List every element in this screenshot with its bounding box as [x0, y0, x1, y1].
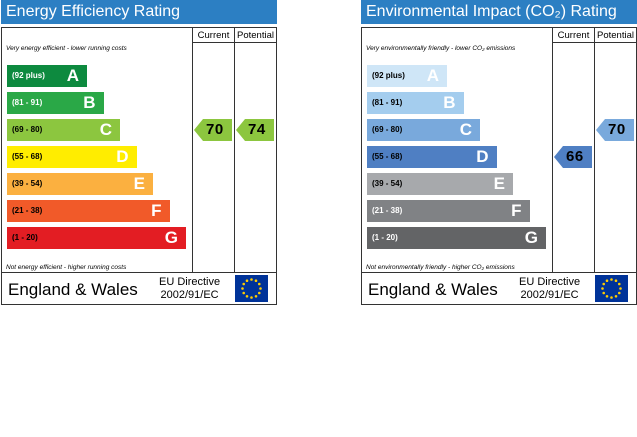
band-range-label: (81 - 91): [372, 98, 403, 107]
band-range-label: (92 plus): [372, 71, 405, 80]
rating-band-d: (55 - 68) D: [7, 146, 137, 168]
current-rating-marker: 66: [554, 146, 592, 168]
bottom-note: Not energy efficient - higher running co…: [6, 264, 127, 271]
eu-flag-icon: [595, 275, 628, 302]
panel-title: Energy Efficiency Rating: [1, 0, 277, 24]
band-letter: C: [459, 120, 472, 139]
current-column-header: Current: [557, 30, 590, 41]
band-letter: A: [66, 66, 79, 85]
top-note: Very environmentally friendly - lower CO…: [366, 45, 516, 52]
bottom-note: Not environmentally friendly - higher CO…: [366, 264, 515, 271]
band-letter: B: [443, 93, 456, 112]
rating-band-a: (92 plus) A: [367, 65, 447, 87]
directive-line1: EU Directive: [159, 276, 221, 288]
column-divider: [552, 28, 553, 272]
current-column-header: Current: [197, 30, 230, 41]
band-letter: D: [476, 147, 489, 166]
band-letter: F: [511, 201, 522, 220]
rating-band-c: (69 - 80) C: [367, 119, 480, 141]
potential-rating-marker: 70: [596, 119, 634, 141]
region-label: England & Wales: [368, 280, 498, 299]
band-letter: F: [151, 201, 162, 220]
band-letter: G: [164, 228, 178, 247]
rating-frame: Current Potential Very environmentally f…: [361, 27, 637, 305]
header-divider: [192, 42, 276, 43]
rating-band-b: (81 - 91) B: [7, 92, 104, 114]
column-divider: [192, 28, 193, 272]
potential-rating-value: 70: [608, 121, 626, 138]
rating-band-e: (39 - 54) E: [7, 173, 153, 195]
band-range-label: (55 - 68): [372, 152, 403, 161]
band-range-label: (21 - 38): [12, 206, 43, 215]
band-range-label: (81 - 91): [12, 98, 43, 107]
band-letter: A: [426, 66, 439, 85]
rating-band-b: (81 - 91) B: [367, 92, 464, 114]
header-divider: [552, 42, 636, 43]
rating-band-e: (39 - 54) E: [367, 173, 513, 195]
eu-directive: EU Directive 2002/91/EC: [519, 276, 580, 302]
band-range-label: (69 - 80): [12, 125, 43, 134]
column-divider: [234, 28, 235, 272]
directive-line2: 2002/91/EC: [520, 289, 579, 301]
region-label: England & Wales: [8, 280, 138, 299]
column-divider: [594, 28, 595, 272]
band-letter: E: [133, 174, 145, 193]
eu-flag-icon: [235, 275, 268, 302]
band-range-label: (69 - 80): [372, 125, 403, 134]
band-range-label: (92 plus): [12, 71, 45, 80]
current-rating-value: 70: [206, 121, 224, 138]
rating-band-d: (55 - 68) D: [367, 146, 497, 168]
footer-divider: [2, 272, 276, 273]
rating-band-a: (92 plus) A: [7, 65, 87, 87]
potential-column-header: Potential: [237, 30, 274, 41]
band-letter: B: [83, 93, 96, 112]
potential-rating-value: 74: [248, 121, 266, 138]
rating-band-g: (1 - 20) G: [7, 227, 186, 249]
rating-band-g: (1 - 20) G: [367, 227, 546, 249]
potential-rating-marker: 74: [236, 119, 274, 141]
band-range-label: (1 - 20): [12, 233, 38, 242]
directive-line1: EU Directive: [519, 276, 581, 288]
band-letter: G: [524, 228, 538, 247]
band-letter: E: [493, 174, 505, 193]
band-letter: C: [99, 120, 112, 139]
rating-band-f: (21 - 38) F: [7, 200, 170, 222]
band-range-label: (39 - 54): [372, 179, 403, 188]
band-letter: D: [116, 147, 129, 166]
band-range-label: (1 - 20): [372, 233, 398, 242]
panel-title: Environmental Impact (CO₂) Rating: [361, 0, 637, 24]
rating-band-f: (21 - 38) F: [367, 200, 530, 222]
footer-divider: [362, 272, 636, 273]
eu-directive: EU Directive 2002/91/EC: [159, 276, 220, 302]
band-range-label: (55 - 68): [12, 152, 43, 161]
band-range-label: (39 - 54): [12, 179, 43, 188]
potential-column-header: Potential: [597, 30, 634, 41]
current-rating-value: 66: [566, 148, 584, 165]
directive-line2: 2002/91/EC: [160, 289, 219, 301]
rating-frame: Current Potential Very energy efficient …: [1, 27, 277, 305]
top-note: Very energy efficient - lower running co…: [6, 45, 127, 52]
current-rating-marker: 70: [194, 119, 232, 141]
rating-band-c: (69 - 80) C: [7, 119, 120, 141]
band-range-label: (21 - 38): [372, 206, 403, 215]
